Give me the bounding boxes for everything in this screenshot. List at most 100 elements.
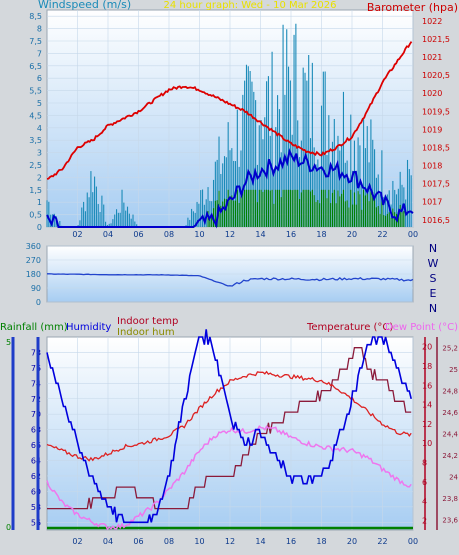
- climate-x-tick-label: 08: [164, 537, 174, 546]
- dir-label-e: E: [430, 287, 437, 300]
- dew-point-line: [46, 425, 412, 531]
- dir-label-s: S: [430, 272, 437, 285]
- indoor-temp-line: [47, 347, 412, 510]
- temperature-tick-label: 10: [422, 439, 432, 448]
- indoor-temp-axis-title: Indoor temp: [117, 316, 178, 327]
- barometer-tick-label: 1021: [422, 53, 442, 62]
- windspeed-axis-title: Windspeed (m/s): [38, 0, 131, 11]
- period-title: 24 hour graph: Wed - 10 Mar 2026: [164, 0, 337, 11]
- climate-x-tick-label: 00: [408, 537, 418, 546]
- direction-tick-label: 270: [26, 256, 41, 265]
- wind-x-tick-label: 16: [286, 230, 296, 239]
- temperature-tick-label: 16: [422, 381, 432, 390]
- wind-x-tick-label: 20: [347, 230, 357, 239]
- barometer-tick-label: 1019,5: [422, 107, 450, 116]
- barometer-line: [46, 41, 413, 180]
- wind-tick-label: 1,5: [29, 186, 42, 195]
- direction-tick-label: 180: [26, 270, 41, 279]
- wind-x-tick-label: 02: [72, 230, 82, 239]
- barometer-tick-label: 1021,5: [422, 35, 450, 44]
- rainfall-axis-title: Rainfall (mm): [0, 322, 68, 333]
- wind-tick-label: 2: [37, 173, 42, 182]
- wind-tick-label: 6: [37, 74, 42, 83]
- wind-tick-label: 7: [37, 49, 42, 58]
- temperature-tick-label: 20: [422, 343, 432, 352]
- wind-tick-label: 7,5: [29, 37, 42, 46]
- climate-x-tick-label: 02: [72, 537, 82, 546]
- humidity-axis-title: Humidity: [66, 322, 111, 333]
- wind-x-tick-label: 22: [377, 230, 387, 239]
- humidity-tick-label: 74: [31, 379, 41, 388]
- barometer-tick-label: 1017: [422, 198, 442, 207]
- indoor-temp-tick-label: 24: [449, 473, 458, 481]
- wind-tick-label: 3: [37, 149, 42, 158]
- direction-tick-label: 90: [31, 284, 41, 293]
- indoor-temp-tick-label: 24,4: [442, 431, 458, 439]
- wind-tick-label: 3,5: [29, 136, 42, 145]
- barometer-tick-label: 1018,5: [422, 143, 450, 152]
- humidity-tick-label: 58: [31, 503, 41, 512]
- humidity-tick-label: 76: [31, 364, 41, 373]
- climate-x-tick-label: 18: [316, 537, 326, 546]
- wind-x-tick-label: 10: [194, 230, 204, 239]
- barometer-tick-label: 1020,5: [422, 71, 450, 80]
- humidity-tick-label: 62: [31, 472, 41, 481]
- indoor-temp-tick-label: 25,2: [442, 345, 458, 353]
- temperature-line: [46, 370, 412, 462]
- climate-x-tick-label: 22: [377, 537, 387, 546]
- barometer-tick-label: 1022: [422, 17, 442, 26]
- indoor-temp-tick-label: 24,2: [442, 452, 458, 460]
- wind-x-tick-label: 08: [164, 230, 174, 239]
- wind-tick-label: 6,5: [29, 62, 42, 71]
- wind-x-tick-label: 18: [316, 230, 326, 239]
- dir-label-n-top: N: [429, 242, 437, 255]
- wind-x-tick-label: 14: [255, 230, 265, 239]
- dir-label-n-bottom: N: [429, 302, 437, 315]
- wind-tick-label: 8: [37, 25, 42, 34]
- direction-tick-label: 360: [26, 242, 41, 251]
- indoor-temp-tick-label: 23,8: [442, 495, 458, 503]
- indoor-temp-tick-label: 25: [449, 366, 458, 374]
- climate-x-tick-label: 14: [255, 537, 265, 546]
- climate-x-tick-label: 10: [194, 537, 204, 546]
- wind-tick-label: 4,5: [29, 111, 42, 120]
- climate-x-tick-label: 20: [347, 537, 357, 546]
- wind-average-line: [46, 148, 414, 229]
- rainfall-tick-label: 0: [6, 523, 11, 532]
- barometer-axis-title: Barometer (hpa): [367, 1, 458, 14]
- indoor-temp-tick-label: 24,6: [442, 409, 458, 417]
- humidity-tick-label: 64: [31, 457, 41, 466]
- rainfall-tick-label: 5: [6, 338, 11, 347]
- indoor-temp-tick-label: 23,6: [442, 516, 458, 524]
- wind-tick-label: 5: [37, 99, 42, 108]
- temperature-tick-label: 18: [422, 362, 432, 371]
- barometer-tick-label: 1016,5: [422, 216, 450, 225]
- dew-point-axis-title: Dew Point (°C): [385, 322, 458, 333]
- indoor-hum-axis-title: Indoor hum: [117, 327, 175, 338]
- humidity-tick-label: 72: [31, 395, 41, 404]
- barometer-tick-label: 1020: [422, 89, 442, 98]
- temperature-tick-label: 12: [422, 420, 432, 429]
- indoor-temp-tick-label: 24,8: [442, 388, 458, 396]
- temperature-tick-label: 14: [422, 401, 432, 410]
- wind-tick-label: 8,5: [29, 12, 42, 21]
- humidity-tick-label: 66: [31, 441, 41, 450]
- climate-x-tick-label: 04: [103, 537, 113, 546]
- direction-tick-label: 0: [36, 298, 41, 307]
- wind-x-tick-label: 06: [133, 230, 143, 239]
- humidity-tick-label: 70: [31, 410, 41, 419]
- wind-x-tick-label: 12: [225, 230, 235, 239]
- climate-x-tick-label: 06: [133, 537, 143, 546]
- barometer-tick-label: 1019: [422, 125, 442, 134]
- humidity-tick-label: 56: [31, 518, 41, 527]
- temperature-axis-title: Temperature (°C): [306, 322, 393, 333]
- humidity-tick-label: 60: [31, 487, 41, 496]
- humidity-tick-label: 68: [31, 426, 41, 435]
- wind-tick-label: 5,5: [29, 87, 42, 96]
- barometer-tick-label: 1017,5: [422, 180, 450, 189]
- wind-x-tick-label: 04: [103, 230, 113, 239]
- wind-tick-label: 4: [37, 124, 42, 133]
- humidity-tick-label: 78: [31, 348, 41, 357]
- wind-x-tick-label: 00: [408, 230, 418, 239]
